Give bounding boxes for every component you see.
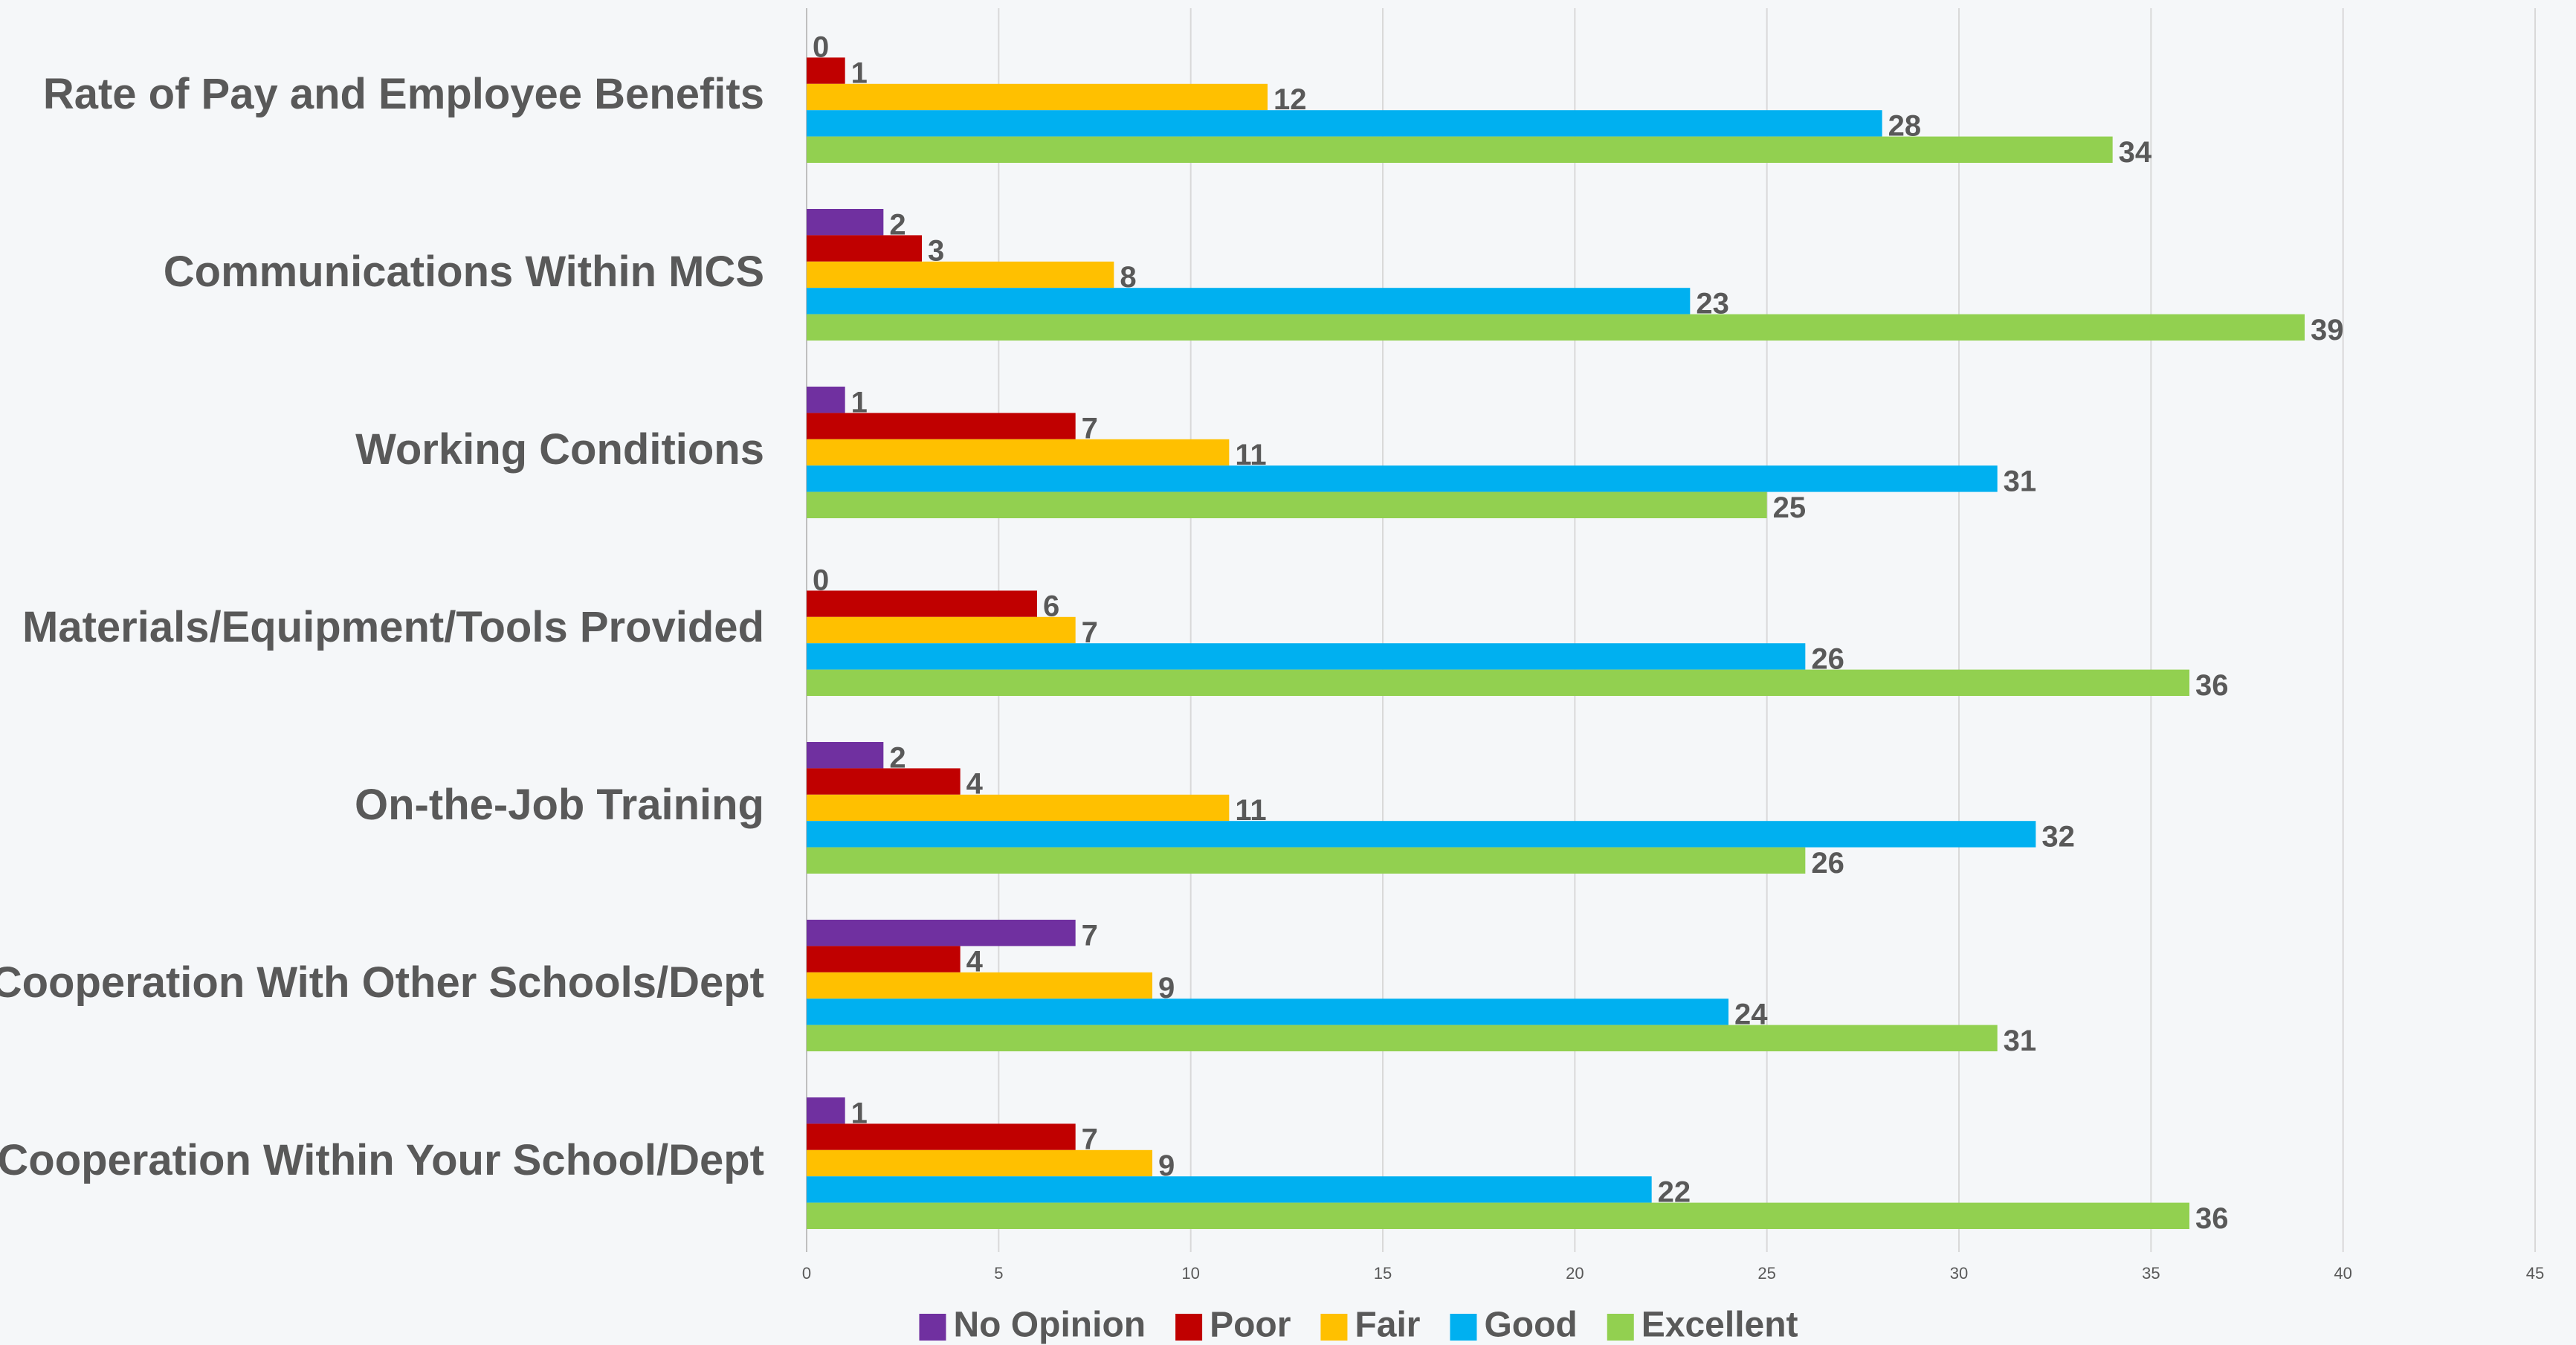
bar (807, 83, 1268, 111)
bar (807, 847, 1806, 874)
x-tick-label: 0 (802, 1264, 811, 1283)
value-label: 7 (1082, 1123, 1098, 1156)
value-label: 9 (1158, 1149, 1175, 1182)
category-label: On-the-Job Training (355, 781, 764, 829)
bar (807, 1097, 845, 1124)
value-label: 7 (1082, 413, 1098, 445)
category-label: Working Conditions (355, 425, 764, 474)
x-tick-label: 5 (994, 1264, 1003, 1283)
value-label: 4 (966, 946, 984, 978)
value-label: 26 (1811, 847, 1844, 880)
bar (807, 742, 884, 769)
value-label: 1 (851, 386, 868, 419)
value-label: 1 (851, 1097, 868, 1129)
legend-label: Poor (1210, 1306, 1291, 1345)
category-label: Cooperation With Other Schools/Dept (0, 958, 764, 1007)
value-label: 4 (966, 768, 984, 801)
value-label: 2 (889, 741, 906, 774)
bar (807, 768, 961, 795)
legend-swatch (1607, 1314, 1634, 1341)
category-label: Cooperation Within Your School/Dept (0, 1136, 764, 1184)
bar (807, 999, 1728, 1025)
bar (807, 57, 845, 84)
x-tick-label: 35 (2142, 1264, 2160, 1283)
bar (807, 288, 1691, 315)
bar (807, 669, 2189, 696)
bar (807, 136, 2113, 163)
value-label: 1 (851, 57, 868, 90)
bar (807, 209, 884, 236)
value-label: 7 (1082, 919, 1098, 952)
legend-label: Fair (1355, 1306, 1420, 1345)
value-label: 32 (2041, 820, 2075, 853)
bar (807, 616, 1076, 644)
category-label: Materials/Equipment/Tools Provided (22, 603, 764, 651)
bar (807, 314, 2305, 341)
legend-label: Good (1484, 1306, 1577, 1345)
x-tick-label: 25 (1757, 1264, 1775, 1283)
x-tick-label: 15 (1374, 1264, 1392, 1283)
x-tick-label: 10 (1181, 1264, 1199, 1283)
value-label: 0 (813, 30, 829, 63)
x-tick-label: 30 (1950, 1264, 1968, 1283)
bar (807, 1149, 1152, 1177)
bar (807, 235, 922, 262)
value-label: 3 (928, 235, 944, 268)
x-tick-label: 45 (2526, 1264, 2544, 1283)
legend-label: Excellent (1642, 1306, 1798, 1345)
category-label: Rate of Pay and Employee Benefits (43, 70, 764, 118)
value-label: 6 (1043, 590, 1059, 623)
bar (807, 465, 1998, 492)
bar (807, 1025, 1998, 1051)
x-tick-label: 40 (2334, 1264, 2351, 1283)
bar (807, 920, 1076, 946)
bar (807, 643, 1806, 670)
bar (807, 821, 2036, 848)
value-label: 34 (2119, 136, 2152, 169)
value-label: 39 (2311, 314, 2344, 346)
value-label: 36 (2195, 669, 2229, 702)
value-label: 0 (813, 564, 829, 596)
bar (807, 387, 845, 413)
value-label: 31 (2004, 1025, 2037, 1057)
legend-swatch (919, 1314, 946, 1341)
value-label: 7 (1082, 616, 1098, 649)
x-tick-label: 20 (1566, 1264, 1584, 1283)
category-label: Communications Within MCS (164, 248, 764, 296)
bar (807, 794, 1230, 822)
value-label: 36 (2195, 1202, 2229, 1235)
legend-swatch (1450, 1314, 1477, 1341)
bar (807, 972, 1152, 999)
bar (807, 261, 1114, 288)
value-label: 2 (889, 208, 906, 241)
bar (807, 1123, 1076, 1150)
bar (807, 946, 961, 973)
value-label: 8 (1120, 261, 1136, 294)
bar (807, 439, 1230, 466)
bar (807, 413, 1076, 439)
bar (807, 1202, 2189, 1229)
value-label: 25 (1773, 491, 1807, 524)
bar (807, 491, 1767, 518)
legend-swatch (1175, 1314, 1203, 1341)
legend-swatch (1320, 1314, 1348, 1341)
bar (807, 110, 1882, 137)
legend-label: No Opinion (953, 1306, 1146, 1345)
bar (807, 1176, 1652, 1203)
value-label: 31 (2004, 465, 2037, 497)
bar (807, 590, 1037, 617)
value-label: 9 (1158, 972, 1175, 1004)
